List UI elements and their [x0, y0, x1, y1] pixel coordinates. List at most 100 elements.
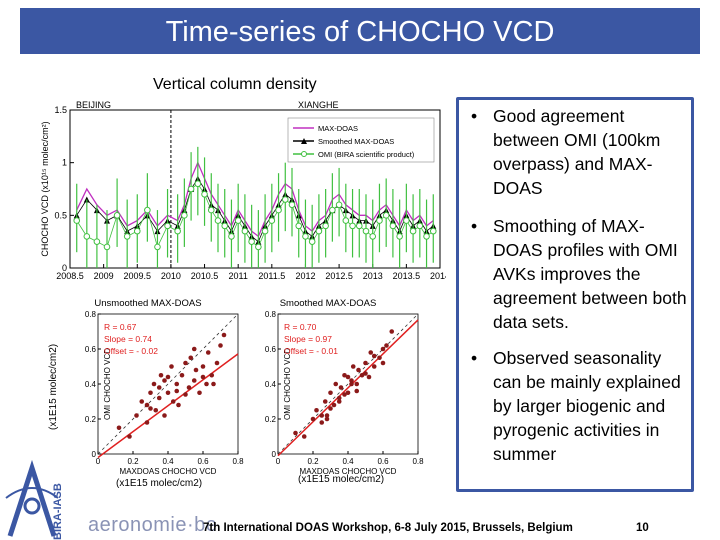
series-point	[73, 217, 81, 224]
scatter-point	[363, 371, 368, 376]
x-axis-label: MAXDOAS CHOCHO VCD	[120, 467, 217, 476]
legend-marker	[301, 151, 307, 157]
slide-title: Time-series of CHOCHO VCD	[20, 8, 700, 54]
scatter-point	[204, 381, 209, 387]
x-tick-label: 0.2	[127, 457, 139, 466]
series-point	[382, 212, 390, 219]
scatter-point	[368, 350, 374, 355]
scatter-point	[380, 346, 386, 352]
y-tick-label: 0.4	[85, 380, 97, 389]
fit-line	[97, 353, 239, 459]
page-number: 10	[636, 522, 649, 534]
scatter-point	[179, 372, 185, 378]
y-tick-label: 0.6	[85, 345, 97, 354]
series-point	[228, 233, 235, 240]
y-tick-label: 0.5	[54, 210, 67, 220]
scatter-point	[328, 406, 333, 411]
series-point	[275, 206, 282, 214]
stat-label: Offset = - 0.01	[284, 346, 338, 356]
legend-marker	[301, 138, 307, 144]
stat-label: R = 0.67	[104, 322, 137, 332]
series-point	[123, 233, 131, 240]
left-unit-label: (x1E15 molec/cm2)	[48, 343, 59, 430]
series-point	[369, 233, 377, 240]
scatter-point	[174, 381, 180, 387]
scatter-point	[310, 416, 316, 422]
y-tick-label: 1.5	[54, 105, 67, 115]
x-tick-label: 2011	[229, 271, 248, 281]
series-point	[302, 233, 309, 240]
y-axis-label: OMI CHOCHO VCD	[283, 348, 292, 420]
vertical-brand: BIRA-IASB	[52, 483, 64, 540]
series-point	[103, 243, 111, 251]
scatter-point	[384, 343, 389, 348]
scatter-title: Unsmoothed MAX-DOAS	[94, 298, 201, 309]
y-tick-label: 0.6	[265, 345, 277, 354]
series-point	[154, 243, 161, 251]
scatter-point	[380, 360, 386, 366]
scatter-point	[191, 378, 197, 383]
series-point	[181, 212, 188, 219]
x-tick-label: 2010	[161, 271, 181, 281]
scatter-point	[336, 399, 342, 404]
scatter-point	[116, 425, 122, 431]
bullet-dot-icon: •	[471, 106, 478, 126]
scatter-chart-unsmoothed: Unsmoothed MAX-DOAS 0 0.2 0.4 0.6 0.8 0 0.2 0.4 0…	[85, 298, 244, 476]
series-point	[83, 233, 91, 240]
scatter-point	[314, 407, 319, 413]
scatter-point	[324, 416, 330, 422]
x-tick-label: 2008.5	[56, 271, 84, 281]
series-point	[133, 227, 141, 235]
series-point	[281, 196, 289, 203]
scatter-point	[349, 381, 354, 387]
scatter-point	[183, 392, 188, 397]
scatter-point	[165, 374, 171, 380]
scatter-point	[127, 434, 132, 439]
series-point	[261, 227, 269, 235]
bullet-box: • Good agreement between OMI (100km overp…	[456, 97, 694, 492]
scatter-point	[193, 367, 199, 373]
scatter-point	[197, 390, 202, 396]
series-point	[221, 222, 229, 230]
x-tick-label: 2012	[295, 271, 315, 281]
bullet-dot-icon: •	[471, 216, 478, 236]
scatter-point	[148, 390, 153, 396]
scatter-point	[293, 430, 298, 436]
scatter-point	[221, 332, 227, 338]
series-point	[93, 238, 101, 245]
series-point	[187, 185, 195, 193]
scatter-point	[205, 350, 211, 355]
series-point	[329, 206, 336, 214]
scatter-point	[170, 399, 176, 404]
x-tick-label: 2010.5	[191, 271, 219, 281]
scatter-point	[356, 367, 361, 373]
series-point	[322, 222, 329, 230]
series-point	[342, 217, 350, 224]
series-point	[241, 227, 249, 235]
y-axis-label: CHOCHO VCD (x10¹⁵ molec/cm²)	[40, 121, 50, 256]
scatter-point	[350, 364, 356, 369]
stat-label: Slope = 0.97	[284, 334, 332, 344]
one-to-one-line	[97, 313, 239, 455]
series-point	[113, 212, 121, 219]
scatter-chart-smoothed: Smoothed MAX-DOAS 0 0.2 0.4 0.6 0.8 0 0.2 0.4 0.6…	[265, 298, 424, 476]
x-tick-label: 2013	[363, 271, 383, 281]
scatter-point	[148, 406, 153, 411]
series-point	[207, 206, 215, 214]
scatter-point	[333, 381, 339, 387]
x-tick-label: 0.4	[162, 457, 174, 466]
footer-text: 7th International DOAS Workshop, 6-8 Jul…	[203, 522, 573, 534]
scatter-point	[377, 355, 382, 361]
x-tick-label: 2009	[94, 271, 114, 281]
scatter-point	[174, 388, 180, 394]
series-point	[174, 227, 181, 235]
series-point	[409, 227, 417, 235]
scatter-point	[144, 402, 150, 408]
scatter-point	[345, 390, 351, 396]
series-point	[234, 217, 242, 224]
stat-label: R = 0.70	[284, 322, 317, 332]
timeseries-chart: 2008.5 2009 2009.5 2010 2010.5 2011 2011.5 2012…	[40, 100, 446, 281]
scatter-point	[186, 385, 192, 390]
series-point	[396, 233, 403, 240]
scatter-point	[165, 390, 171, 396]
